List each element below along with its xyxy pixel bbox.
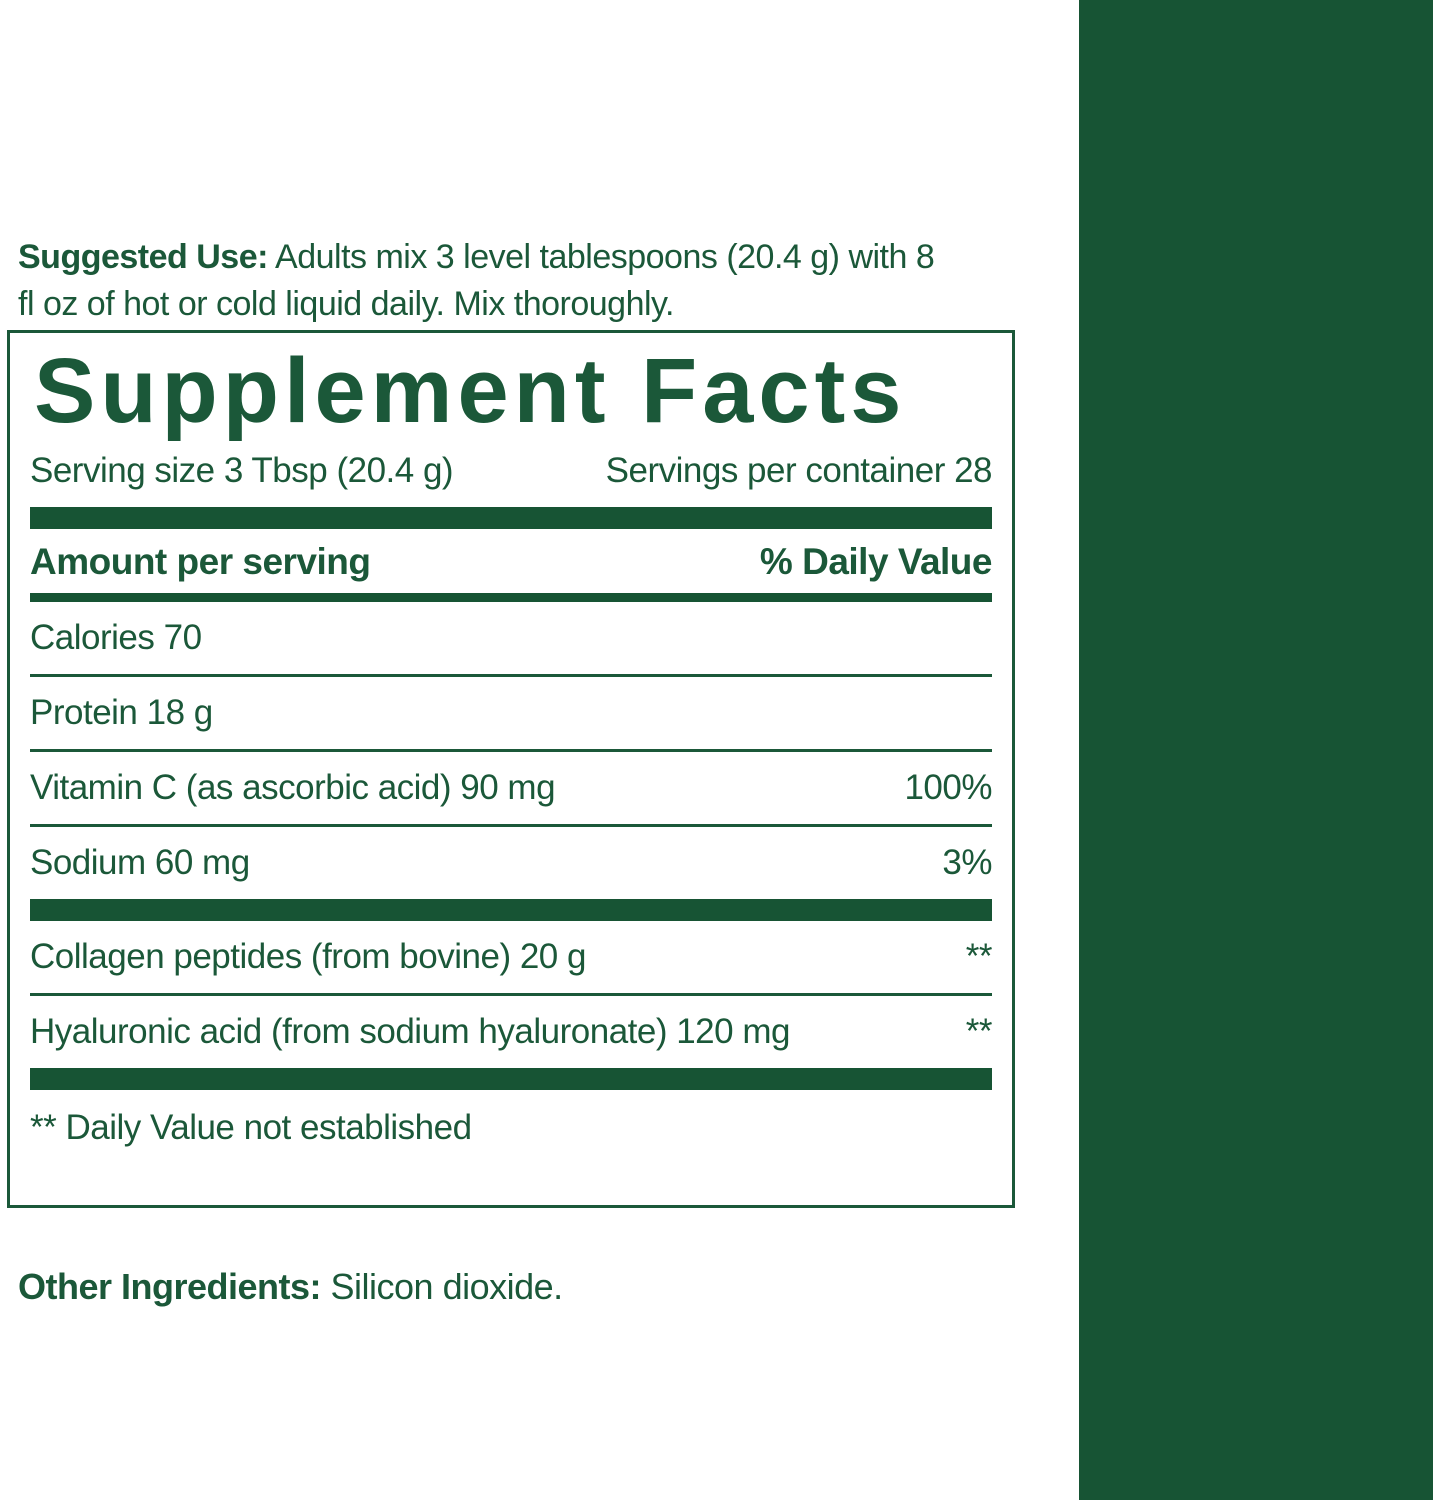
suggested-use-label: Suggested Use:	[18, 238, 268, 276]
divider-thick	[30, 899, 992, 922]
other-ingredients-label: Other Ingredients:	[18, 1266, 322, 1307]
other-ingredients: Other Ingredients: Silicon dioxide.	[18, 1266, 1018, 1308]
nutrient-value: 3%	[942, 843, 992, 883]
suggested-use: Suggested Use: Adults mix 3 level tables…	[18, 234, 958, 328]
nutrient-name: Sodium 60 mg	[30, 843, 250, 883]
serving-row: Serving size 3 Tbsp (20.4 g) Servings pe…	[30, 451, 993, 491]
nutrient-value: **	[965, 937, 993, 977]
table-row-sodium: Sodium 60 mg 3%	[30, 827, 992, 899]
divider-thin	[30, 824, 992, 828]
table-row-vitamin-c: Vitamin C (as ascorbic acid) 90 mg 100%	[30, 752, 992, 824]
divider-thick	[30, 1068, 992, 1091]
divider-thick	[30, 507, 992, 530]
daily-value-header: % Daily Value	[759, 541, 993, 583]
amount-per-serving-header: Amount per serving	[30, 541, 371, 583]
nutrient-value: 100%	[904, 768, 992, 808]
supplement-facts-panel: Supplement Facts Serving size 3 Tbsp (20…	[7, 330, 1015, 1208]
nutrient-value: **	[965, 1012, 993, 1052]
serving-size: Serving size 3 Tbsp (20.4 g)	[30, 451, 454, 491]
divider-thin	[30, 749, 992, 753]
nutrient-name: Vitamin C (as ascorbic acid) 90 mg	[30, 768, 556, 808]
nutrient-name: Collagen peptides (from bovine) 20 g	[30, 937, 586, 977]
divider-thin	[30, 674, 992, 678]
nutrient-name: Hyaluronic acid (from sodium hyaluronate…	[30, 1012, 790, 1052]
table-row-calories: Calories 70	[30, 602, 992, 674]
table-row-collagen: Collagen peptides (from bovine) 20 g **	[30, 921, 993, 993]
other-ingredients-text: Silicon dioxide.	[321, 1266, 564, 1307]
suggested-use-text: Adults mix 3 level tablespoons (20.4 g) …	[18, 238, 935, 323]
divider-medium	[30, 593, 992, 603]
table-row-protein: Protein 18 g	[30, 677, 992, 749]
nutrient-name: Protein 18 g	[30, 693, 213, 733]
servings-per-container: Servings per container 28	[605, 451, 993, 491]
green-sidebar: GLUTEN FREE GLUTEN FREE TESTED FOR	[1079, 0, 1433, 1500]
table-header-row: Amount per serving % Daily Value	[30, 529, 993, 593]
nutrient-name: Calories 70	[30, 618, 202, 658]
panel-title: Supplement Facts	[34, 340, 907, 442]
divider-thin	[30, 993, 992, 997]
table-row-hyaluronic: Hyaluronic acid (from sodium hyaluronate…	[30, 996, 993, 1068]
daily-value-footnote: ** Daily Value not established	[30, 1108, 472, 1148]
